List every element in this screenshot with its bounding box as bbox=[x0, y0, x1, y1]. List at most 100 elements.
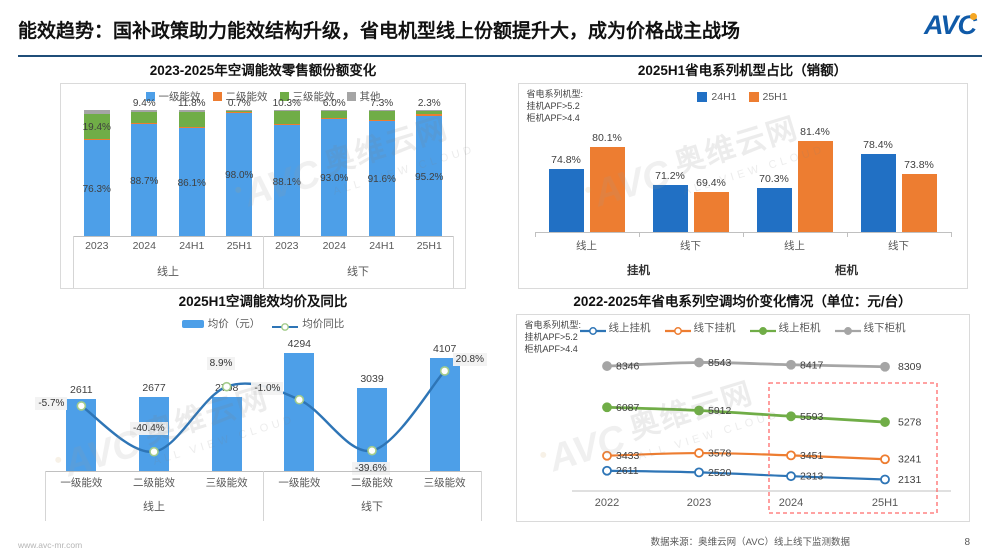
bar-segment-三级能效 bbox=[321, 110, 348, 119]
bar-price bbox=[66, 399, 97, 471]
legend-swatch bbox=[272, 319, 299, 331]
legend-marker-icon bbox=[758, 326, 767, 335]
bar-price bbox=[211, 396, 242, 471]
page-title: 能效趋势：国补政策助力能效结构升级，省电机型线上份额提升大，成为价格战主战场 bbox=[18, 21, 741, 42]
yoy-marker-icon bbox=[221, 381, 232, 392]
yoy-marker-icon bbox=[367, 445, 377, 456]
legend-label: 二级能效 bbox=[225, 91, 268, 103]
bar-label-primary: 98.0% bbox=[225, 170, 254, 182]
series-marker-icon bbox=[879, 474, 890, 485]
legend-item: 线下柜机 bbox=[834, 320, 906, 335]
legend-swatch bbox=[212, 92, 222, 101]
legend-item: 一级能效 bbox=[145, 89, 201, 104]
bar-segment-其他 bbox=[321, 110, 348, 111]
bar-segment-一级能效 bbox=[226, 112, 253, 236]
bar-price bbox=[357, 387, 387, 471]
legend-marker-icon bbox=[843, 326, 852, 335]
panel-price-trend: 2022-2025年省电系列空调均价变化情况（单位：元/台） 省电系列机型: 挂机… bbox=[505, 293, 980, 525]
bar-segment-其他 bbox=[368, 110, 395, 111]
bar-24H1 bbox=[860, 153, 896, 232]
bar-label-tier3: 11.8% bbox=[177, 98, 206, 109]
series-marker-icon bbox=[785, 359, 796, 370]
legend-label: 24H1 bbox=[711, 91, 737, 103]
note-line: 挂机APF>5.2 bbox=[524, 331, 578, 342]
series-marker-icon bbox=[601, 465, 612, 476]
panel-model-share: 2025H1省电系列机型占比（销额） 省电系列机型: 挂机APF>5.2 柜机APF… bbox=[505, 62, 980, 290]
x-axis-label: 2022 bbox=[594, 497, 618, 509]
point-label: 8543 bbox=[708, 357, 732, 369]
chart3-title: 2025H1空调能效均价及同比 bbox=[178, 294, 348, 309]
legend-item: 线上柜机 bbox=[749, 320, 821, 335]
footer-page-number: 8 bbox=[964, 537, 970, 548]
series-marker-icon bbox=[693, 448, 704, 458]
legend-label: 线下柜机 bbox=[863, 322, 906, 334]
bar-segment-二级能效 bbox=[273, 124, 300, 125]
note-box: 省电系列机型: 挂机APF>5.2 柜机APF>4.4 bbox=[527, 89, 584, 125]
note-line: 省电系列机型: bbox=[526, 89, 584, 99]
x-axis-category: 二级能效 bbox=[132, 477, 175, 489]
series-line-线上挂机 bbox=[606, 469, 885, 481]
series-marker-icon bbox=[785, 450, 796, 461]
chart2-title: 2025H1省电系列机型占比（销额） bbox=[637, 63, 848, 78]
yoy-marker-icon bbox=[76, 401, 87, 411]
logo-dot-icon bbox=[970, 13, 977, 20]
legend-swatch bbox=[145, 92, 155, 101]
chart1-area: 一级能效 二级能效 三级能效 其他 76.3% 19.4% 88.7% 9.4% 86.1% 11… bbox=[60, 83, 466, 289]
panel-price-yoy: 2025H1空调能效均价及同比 均价（元）均价同比261126772708429… bbox=[28, 293, 498, 525]
x-axis-divider bbox=[263, 236, 264, 288]
bar-label: 4294 bbox=[287, 338, 312, 350]
legend-label: 均价同比 bbox=[302, 318, 345, 330]
legend-label: 其他 bbox=[359, 91, 381, 103]
header-rule bbox=[18, 55, 982, 57]
legend-line-swatch bbox=[834, 326, 861, 335]
series-line-线下柜机 bbox=[606, 361, 885, 369]
legend-swatch bbox=[346, 92, 356, 101]
series-marker-icon bbox=[693, 405, 704, 416]
legend-marker-icon bbox=[673, 326, 682, 335]
bar-label-tier3: 6.0% bbox=[322, 98, 346, 109]
x-axis-group: 线下 bbox=[361, 501, 383, 513]
x-axis-divider bbox=[263, 471, 264, 521]
point-label: 6087 bbox=[616, 402, 640, 414]
bar-label: 74.8% bbox=[551, 154, 581, 167]
yoy-label: 20.8% bbox=[452, 352, 488, 366]
legend-swatch bbox=[664, 323, 691, 335]
point-label: 3451 bbox=[800, 450, 824, 462]
bar-segment-二级能效 bbox=[178, 126, 205, 128]
highlight-box bbox=[767, 382, 938, 514]
bar-segment-二级能效 bbox=[83, 138, 110, 140]
bar-24H1 bbox=[756, 188, 792, 232]
bar-price bbox=[429, 358, 460, 471]
point-label: 3578 bbox=[708, 448, 732, 460]
x-axis-group: 柜机 bbox=[835, 265, 858, 277]
legend-label: 线上挂机 bbox=[608, 322, 651, 334]
x-axis-category: 2023 bbox=[85, 240, 109, 252]
series-marker-icon bbox=[879, 417, 890, 427]
chart3-area: 均价（元）均价同比261126772708429430394107-5.7%-4… bbox=[33, 313, 493, 521]
point-label: 5593 bbox=[800, 411, 824, 423]
bar-label: 80.1% bbox=[592, 131, 622, 144]
note-box: 省电系列机型: 挂机APF>5.2 柜机APF>4.4 bbox=[525, 320, 582, 356]
point-label: 8417 bbox=[800, 359, 824, 371]
chart4-area: 省电系列机型: 挂机APF>5.2 柜机APF>4.4 线上挂机 线下挂机 线上柜机 线下柜… bbox=[515, 314, 970, 522]
chart-legend: 一级能效 二级能效 三级能效 其他 bbox=[61, 89, 465, 104]
trend-line-layer: 2611 2520 2313 2131 3433 3578 3451 3241 6087 5912… bbox=[571, 357, 951, 514]
bar-24H1 bbox=[652, 184, 688, 232]
point-label: 8309 bbox=[898, 361, 922, 373]
series-marker-icon bbox=[785, 471, 796, 482]
bar-label: 3039 bbox=[360, 372, 384, 385]
bar-segment-三级能效 bbox=[368, 110, 395, 120]
x-axis-tick bbox=[846, 232, 848, 237]
bar-segment-一级能效 bbox=[178, 127, 205, 236]
legend-item: 25H1 bbox=[748, 91, 788, 103]
bar-label-primary: 95.2% bbox=[415, 172, 444, 184]
x-axis-group: 线下 bbox=[347, 266, 369, 278]
legend-label: 均价（元） bbox=[207, 318, 261, 330]
series-marker-icon bbox=[879, 454, 890, 465]
bar-segment-一级能效 bbox=[368, 120, 395, 236]
yoy-label: -1.0% bbox=[251, 381, 284, 395]
note-line: 柜机APF>4.4 bbox=[524, 343, 578, 354]
point-label: 2520 bbox=[708, 467, 732, 479]
x-axis-category: 线下 bbox=[680, 240, 701, 252]
legend-line-swatch bbox=[664, 326, 691, 335]
